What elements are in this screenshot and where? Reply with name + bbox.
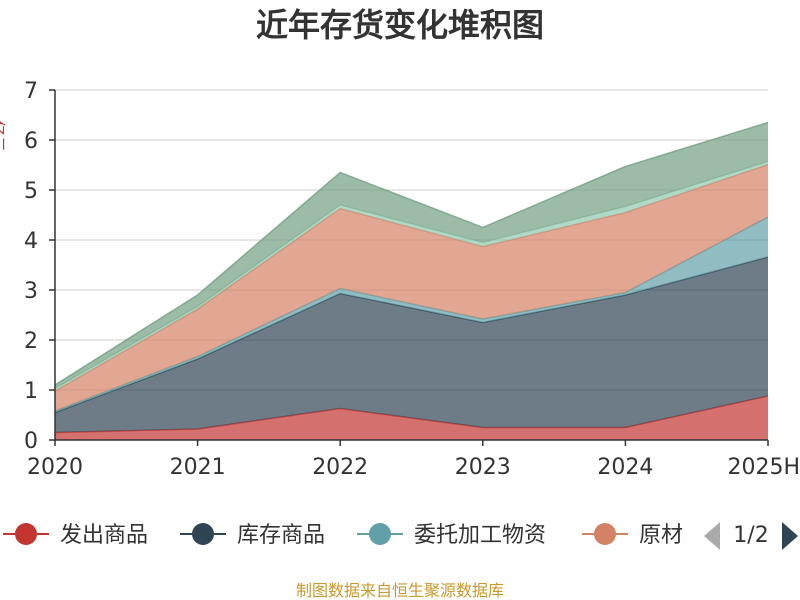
legend-swatch-circle (594, 523, 616, 545)
legend-item[interactable]: 库存商品 (180, 523, 325, 548)
y-tick-label: 6 (24, 129, 38, 154)
y-tick-label: 4 (24, 229, 38, 254)
x-tick-label: 2023 (455, 455, 511, 480)
y-tick-label: 0 (24, 429, 38, 454)
legend-items: 发出商品 库存商品 委托加工物资 原材料 (3, 523, 705, 548)
triangle-right-icon[interactable] (782, 522, 798, 550)
chart-title: 近年存货变化堆积图 (256, 6, 544, 44)
legend-swatch-circle (369, 523, 391, 545)
area-series-4 (55, 161, 768, 391)
y-tick-label: 2 (24, 329, 38, 354)
area-series-1 (55, 257, 768, 433)
legend: 发出商品 库存商品 委托加工物资 原材料 1/2 (3, 522, 798, 550)
legend-label: 发出商品 (60, 523, 148, 548)
x-tick-label: 2025H (727, 455, 800, 480)
legend-item[interactable]: 原材料 (582, 523, 705, 548)
x-tick-label: 2024 (597, 455, 653, 480)
x-tick-label: 2021 (170, 455, 226, 480)
triangle-left-icon[interactable] (704, 522, 720, 550)
legend-swatch-circle (192, 523, 214, 545)
legend-item[interactable]: 发出商品 (3, 523, 148, 548)
y-tick-label: 1 (24, 379, 38, 404)
y-tick-label: 3 (24, 279, 38, 304)
source-note: 制图数据来自恒生聚源数据库 (296, 581, 504, 600)
legend-label: 原材料 (639, 523, 705, 548)
x-tick-label: 2020 (27, 455, 83, 480)
legend-swatch-circle (15, 523, 37, 545)
axes: 0 1 2 3 4 5 6 7 2020 2021 2022 2023 2024 2025H (24, 79, 800, 480)
area-series-5 (55, 122, 768, 389)
legend-label: 委托加工物资 (414, 523, 546, 548)
area-series-3 (55, 164, 768, 411)
area-line-5 (54, 121, 769, 386)
legend-item[interactable]: 委托加工物资 (357, 523, 546, 548)
legend-page-indicator: 1/2 (733, 523, 768, 548)
legend-label: 库存商品 (237, 523, 325, 548)
area-series (54, 121, 769, 440)
x-tick-label: 2022 (312, 455, 368, 480)
y-axis-label: 亿元 (0, 120, 7, 152)
y-tick-label: 7 (24, 79, 38, 104)
y-tick-label: 5 (24, 179, 38, 204)
